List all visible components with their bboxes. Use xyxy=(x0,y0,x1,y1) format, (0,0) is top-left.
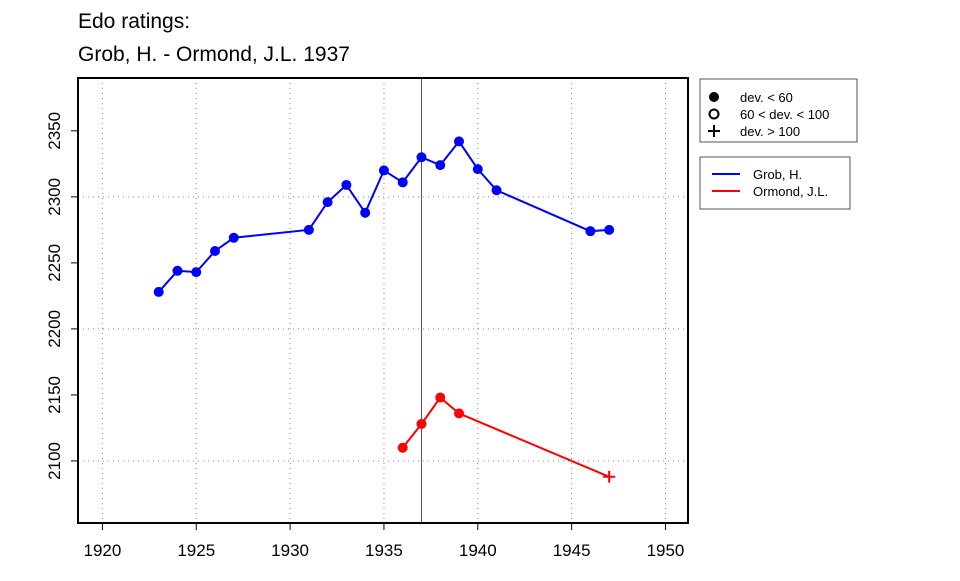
data-point xyxy=(210,245,221,256)
data-point xyxy=(397,177,408,188)
x-tick-label: 1940 xyxy=(459,541,497,560)
legend-label: dev. < 60 xyxy=(740,90,793,105)
y-tick-label: 2200 xyxy=(45,310,64,348)
data-point xyxy=(228,232,239,243)
legend-label: Ormond, J.L. xyxy=(753,184,828,199)
legend-marker-open-circle xyxy=(708,108,720,120)
legend-marker-filled-circle xyxy=(709,92,719,102)
chart-title-line-2: Grob, H. - Ormond, J.L. 1937 xyxy=(78,43,350,66)
marker-legend: dev. < 60 60 < dev. < 100 dev. > 100 xyxy=(699,78,858,143)
legend-label: 60 < dev. < 100 xyxy=(740,107,829,122)
y-tick-label: 2350 xyxy=(45,112,64,150)
data-point xyxy=(604,224,615,235)
data-point xyxy=(472,164,483,175)
x-tick-label: 1920 xyxy=(83,541,121,560)
data-point xyxy=(153,286,164,297)
data-point xyxy=(454,136,465,147)
series-legend: Grob, H. Ormond, J.L. xyxy=(699,156,851,210)
data-point xyxy=(322,197,333,208)
data-point xyxy=(360,207,371,218)
chart-title-line-1: Edo ratings: xyxy=(78,10,190,33)
x-tick-label: 1950 xyxy=(647,541,685,560)
y-tick-label: 2250 xyxy=(45,244,64,282)
data-point xyxy=(303,224,314,235)
data-point xyxy=(585,226,596,237)
x-tick-label: 1930 xyxy=(271,541,309,560)
legend-label: dev. > 100 xyxy=(740,124,800,139)
y-tick-label: 2300 xyxy=(45,178,64,216)
data-point xyxy=(341,179,352,190)
data-point xyxy=(416,152,427,163)
data-point xyxy=(435,160,446,171)
data-point xyxy=(378,165,389,176)
legend-marker-plus xyxy=(708,125,720,137)
x-tick-label: 1925 xyxy=(177,541,215,560)
data-point xyxy=(603,470,616,483)
x-tick-label: 1935 xyxy=(365,541,403,560)
data-point xyxy=(491,185,502,196)
data-point xyxy=(172,265,183,276)
data-point xyxy=(191,267,202,278)
data-point xyxy=(454,408,465,419)
plot-frame xyxy=(77,77,689,524)
x-tick-label: 1945 xyxy=(553,541,591,560)
y-tick-label: 2100 xyxy=(45,442,64,480)
data-point xyxy=(397,442,408,453)
series-line-1 xyxy=(401,396,610,478)
data-point xyxy=(435,392,446,403)
data-point xyxy=(416,418,427,429)
legend-label: Grob, H. xyxy=(753,167,802,182)
y-tick-label: 2150 xyxy=(45,376,64,414)
